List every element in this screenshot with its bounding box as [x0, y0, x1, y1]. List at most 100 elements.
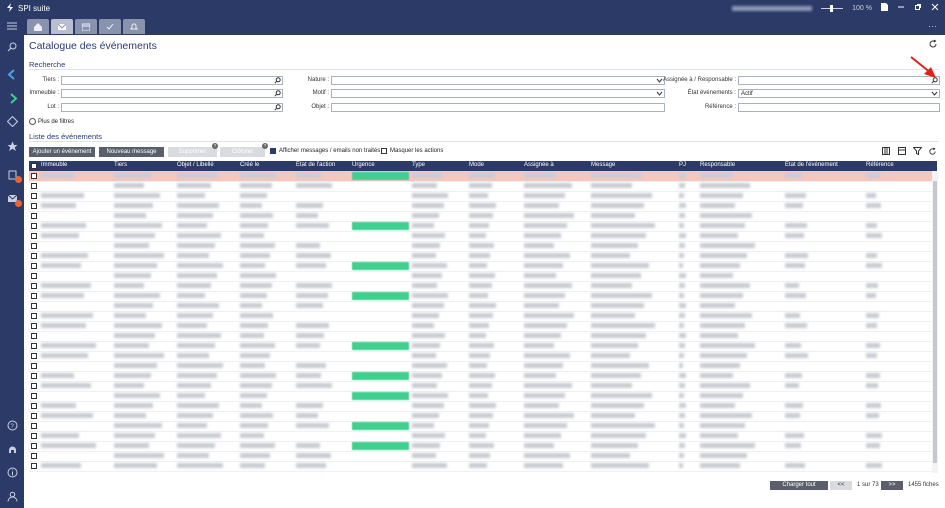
row-checkbox[interactable]	[31, 443, 37, 449]
table-row[interactable]	[29, 221, 932, 232]
search-icon[interactable]	[6, 41, 18, 53]
tab-notifications[interactable]	[123, 19, 145, 34]
more-filters-toggle[interactable]: Plus de filtres	[29, 118, 74, 125]
lot-input[interactable]	[61, 103, 283, 112]
row-checkbox[interactable]	[31, 433, 37, 439]
table-row[interactable]	[29, 421, 932, 432]
table-row[interactable]	[29, 341, 932, 352]
tab-calendar[interactable]	[75, 19, 97, 34]
row-checkbox[interactable]	[31, 263, 37, 269]
close-event-button[interactable]: Clôturer	[220, 147, 265, 157]
table-row[interactable]	[29, 411, 932, 422]
column-header[interactable]: État de l'événement	[785, 162, 838, 168]
column-header[interactable]: Type	[412, 162, 426, 168]
row-checkbox[interactable]	[31, 253, 37, 259]
table-row[interactable]	[29, 441, 932, 452]
row-checkbox[interactable]	[31, 323, 37, 329]
row-checkbox[interactable]	[31, 363, 37, 369]
table-row[interactable]	[29, 401, 932, 412]
immeuble-input[interactable]	[61, 89, 283, 98]
hide-actions-checkbox[interactable]	[381, 148, 387, 154]
chevron-down-icon[interactable]	[931, 90, 938, 100]
table-row[interactable]	[29, 321, 932, 332]
nav-back-icon[interactable]	[6, 68, 18, 80]
row-checkbox[interactable]	[31, 333, 37, 339]
row-checkbox[interactable]	[31, 343, 37, 349]
row-checkbox[interactable]	[31, 183, 37, 189]
row-checkbox[interactable]	[31, 243, 37, 249]
table-row[interactable]	[29, 301, 932, 312]
search-icon[interactable]	[274, 90, 281, 100]
table-row[interactable]	[29, 171, 932, 182]
row-checkbox[interactable]	[31, 383, 37, 389]
delete-button[interactable]: Supprimer	[168, 147, 217, 157]
row-checkbox[interactable]	[31, 303, 37, 309]
refresh-icon[interactable]	[928, 39, 938, 51]
column-header[interactable]: Créé le	[240, 162, 260, 168]
columns-icon[interactable]	[882, 147, 890, 157]
support-icon[interactable]	[6, 443, 18, 455]
row-checkbox[interactable]	[31, 423, 37, 429]
search-icon[interactable]	[931, 77, 938, 87]
column-header[interactable]: Objet / Libellé	[177, 162, 214, 168]
prev-page-button[interactable]: <<	[830, 481, 852, 490]
row-checkbox[interactable]	[31, 453, 37, 459]
hide-actions-option[interactable]: Masquer les actions	[381, 148, 443, 154]
column-header[interactable]: Mode	[469, 162, 485, 168]
row-checkbox[interactable]	[31, 193, 37, 199]
table-row[interactable]	[29, 461, 932, 472]
column-header[interactable]: Responsable	[700, 162, 736, 168]
table-row[interactable]	[29, 371, 932, 382]
tab-messages[interactable]	[51, 19, 73, 34]
reference-input[interactable]	[738, 103, 940, 112]
row-checkbox[interactable]	[31, 353, 37, 359]
mail-icon[interactable]	[6, 192, 22, 207]
row-checkbox[interactable]	[31, 233, 37, 239]
row-checkbox[interactable]	[31, 223, 37, 229]
row-checkbox[interactable]	[31, 413, 37, 419]
table-row[interactable]	[29, 181, 932, 192]
objet-input[interactable]	[331, 103, 665, 112]
vertical-scrollbar[interactable]	[932, 171, 938, 473]
select-all-checkbox[interactable]	[31, 163, 37, 169]
row-checkbox[interactable]	[31, 173, 37, 179]
table-row[interactable]	[29, 211, 932, 222]
table-row[interactable]	[29, 451, 932, 462]
table-row[interactable]	[29, 351, 932, 362]
chevron-down-icon[interactable]	[656, 90, 663, 100]
more-options-icon[interactable]: ···	[928, 21, 937, 31]
export-icon[interactable]	[898, 147, 906, 157]
code-icon[interactable]	[6, 115, 18, 127]
zoom-slider[interactable]	[821, 4, 844, 12]
document-icon[interactable]	[881, 3, 888, 13]
table-row[interactable]	[29, 251, 932, 262]
table-row[interactable]	[29, 391, 932, 402]
restore-button[interactable]	[914, 3, 922, 13]
assignee-input[interactable]	[738, 76, 940, 85]
minimize-button[interactable]	[897, 3, 905, 13]
table-row[interactable]	[29, 281, 932, 292]
row-checkbox[interactable]	[31, 373, 37, 379]
nav-forward-icon[interactable]	[6, 92, 18, 104]
row-checkbox[interactable]	[31, 463, 37, 469]
filter-icon[interactable]	[912, 147, 923, 157]
table-row[interactable]	[29, 231, 932, 242]
etat-select[interactable]: Actif	[738, 89, 940, 98]
add-event-button[interactable]: Ajouter un événement	[29, 147, 95, 157]
row-checkbox[interactable]	[31, 393, 37, 399]
table-row[interactable]	[29, 261, 932, 272]
table-row[interactable]	[29, 201, 932, 212]
tab-tasks[interactable]	[99, 19, 121, 34]
table-row[interactable]	[29, 381, 932, 392]
table-row[interactable]	[29, 291, 932, 302]
search-icon[interactable]	[274, 104, 281, 114]
tab-home[interactable]	[27, 19, 49, 34]
table-row[interactable]	[29, 361, 932, 372]
hamburger-menu-icon[interactable]	[7, 22, 17, 32]
table-row[interactable]	[29, 241, 932, 252]
show-untreated-checkbox[interactable]	[270, 148, 276, 154]
column-header[interactable]: Référence	[866, 162, 894, 168]
row-checkbox[interactable]	[31, 403, 37, 409]
row-checkbox[interactable]	[31, 273, 37, 279]
help-icon[interactable]: ?	[212, 143, 218, 149]
